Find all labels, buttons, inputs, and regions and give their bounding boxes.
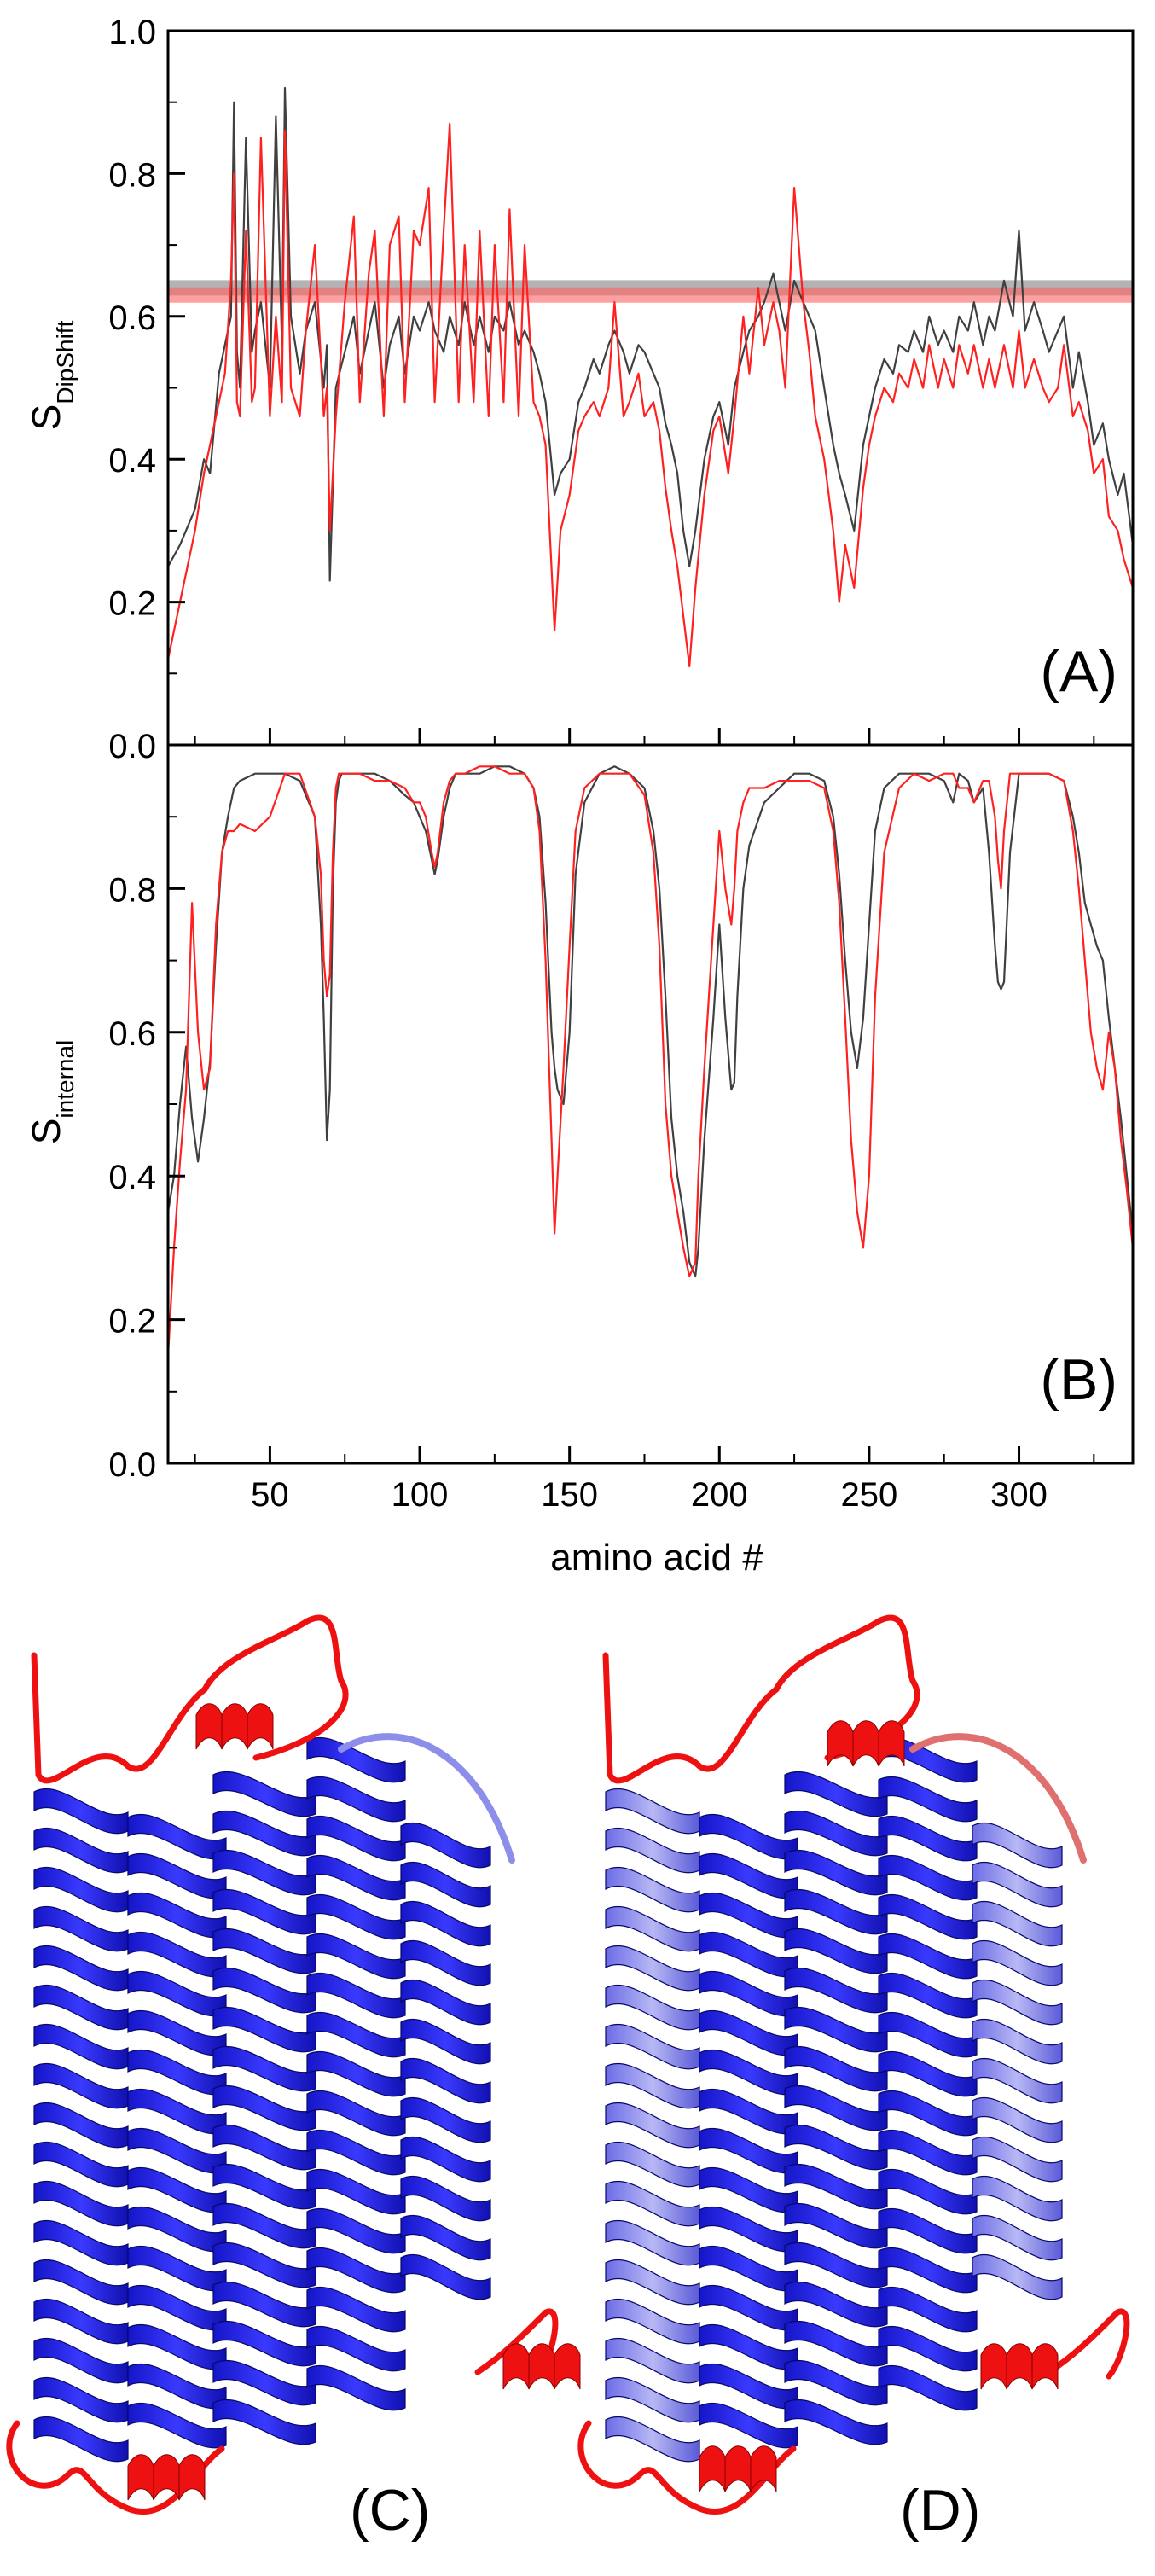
panel-a-series-line-1 xyxy=(166,122,1135,668)
panel-b-xtick-label-4: 250 xyxy=(841,1476,898,1514)
red-helix-segment-2 xyxy=(221,1703,248,1750)
panel-a-ytick-label-0: 0.0 xyxy=(108,728,156,765)
helix-3 xyxy=(306,1736,406,2411)
red-helix-segment-0 xyxy=(724,2445,752,2492)
red-helix-segment-2 xyxy=(827,1720,854,1767)
helix-2 xyxy=(212,1771,316,2445)
panel-a-ytick-label-2: 0.4 xyxy=(108,442,156,480)
x-axis-label: amino acid # xyxy=(550,1537,763,1579)
panel-a-series-line-0 xyxy=(167,86,1135,582)
panel-b-ytick-label-4: 0.8 xyxy=(108,871,156,909)
panel-b-ytick-label-3: 0.6 xyxy=(108,1015,156,1053)
helix-0 xyxy=(33,1788,129,2463)
protein-structure-d xyxy=(578,1614,1130,2515)
panel-b-series-line-0 xyxy=(166,765,1135,1278)
panel-b-ytick-label-0: 0.0 xyxy=(108,1446,156,1484)
panel-b-xtick-label-1: 100 xyxy=(392,1476,449,1514)
red-helix-segment-1 xyxy=(980,2343,1007,2390)
panel-b-xtick-label-2: 150 xyxy=(541,1476,598,1514)
red-helix-segment-0 xyxy=(127,2454,154,2501)
red-helix-segment-2 xyxy=(852,1720,879,1767)
loop-right xyxy=(338,1733,515,1864)
panel-a-label: (A) xyxy=(1040,639,1117,704)
helix-4 xyxy=(972,1823,1063,2300)
panel-b-chart: 0.0 0.2 0.4 0.6 0.8 50 100 150 200 250 300 xyxy=(108,743,1135,1514)
red-helix-segment-0 xyxy=(750,2445,777,2492)
panel-a-ytick-label-1: 0.2 xyxy=(108,585,156,623)
panel-a-ytick-label-4: 0.8 xyxy=(108,156,156,194)
panel-b-xtick-label-5: 300 xyxy=(990,1476,1048,1514)
panel-b-ytick-label-2: 0.4 xyxy=(108,1159,156,1196)
loop-right xyxy=(909,1733,1087,1864)
loop-2 xyxy=(578,2420,797,2515)
panel-c-label: (C) xyxy=(350,2478,430,2543)
panel-a-frame xyxy=(166,29,1135,747)
red-helix-segment-1 xyxy=(502,2343,530,2390)
red-helix-segment-1 xyxy=(554,2343,581,2390)
loop-1 xyxy=(201,1614,349,1761)
red-helix-segment-0 xyxy=(178,2454,206,2501)
panel-a-chart: 0.0 0.2 0.4 0.6 0.8 1.0 xyxy=(108,14,1135,765)
panel-b-series-line-1 xyxy=(166,765,1135,1356)
panel-a-ytick-label-5: 1.0 xyxy=(108,14,156,51)
red-helix-segment-0 xyxy=(699,2445,726,2492)
panel-a-ylabel: SDipShift xyxy=(24,320,78,430)
helix-2 xyxy=(784,1771,888,2445)
protein-structure-c xyxy=(6,1614,581,2515)
helix-0 xyxy=(605,1788,700,2463)
loop-3 xyxy=(1046,2308,1130,2380)
red-helix-segment-2 xyxy=(195,1703,223,1750)
loop-0 xyxy=(31,1652,208,1784)
panel-b-ytick-label-1: 0.2 xyxy=(108,1303,156,1340)
helix-4 xyxy=(400,1823,491,2300)
red-helix-segment-0 xyxy=(153,2454,180,2501)
protein-structures-figure: (C) (D) xyxy=(6,1614,1130,2543)
helix-1 xyxy=(127,1813,227,2449)
helix-3 xyxy=(878,1736,978,2411)
panel-a-ytick-label-3: 0.6 xyxy=(108,299,156,337)
helix-1 xyxy=(699,1813,798,2449)
panel-b-xtick-label-0: 50 xyxy=(251,1476,289,1514)
red-helix-segment-1 xyxy=(1031,2343,1059,2390)
panel-b-ylabel: Sinternal xyxy=(24,1040,78,1145)
panel-b-label: (B) xyxy=(1040,1347,1117,1412)
loop-0 xyxy=(602,1652,780,1784)
panel-d-label: (D) xyxy=(900,2478,980,2543)
panel-b-xtick-label-3: 200 xyxy=(691,1476,748,1514)
red-helix-segment-1 xyxy=(528,2343,555,2390)
red-helix-segment-2 xyxy=(878,1720,905,1767)
red-helix-segment-2 xyxy=(247,1703,274,1750)
chart-figure: 0.0 0.2 0.4 0.6 0.8 1.0 0.0 0.2 0.4 0.6 0.8 50 100 1… xyxy=(24,14,1135,1579)
red-helix-segment-1 xyxy=(1006,2343,1033,2390)
